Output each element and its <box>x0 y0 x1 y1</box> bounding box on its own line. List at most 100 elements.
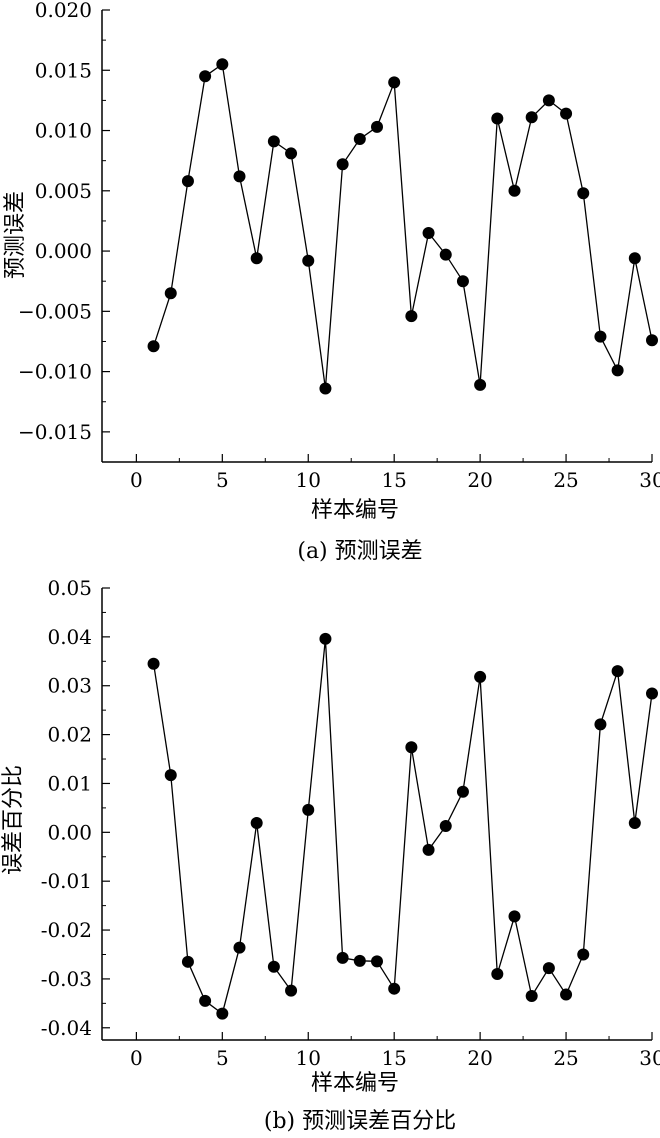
panel-a-data-point <box>164 287 177 300</box>
panel-b-y-tick-label: 0.03 <box>47 674 92 698</box>
panel-b-data-point <box>336 951 349 964</box>
panel-a-data-point <box>216 58 229 71</box>
panel-b-x-tick-label: 0 <box>130 1046 143 1070</box>
panel-b-data-point <box>594 718 607 731</box>
panel-a-x-tick-label: 0 <box>130 468 143 492</box>
panel-b-data-point <box>267 960 280 973</box>
panel-b-y-tick-label: 0.00 <box>47 820 92 844</box>
panel-a-data-point <box>474 378 487 391</box>
panel-b-data-point <box>164 769 177 782</box>
panel-a-data-point <box>491 112 504 125</box>
chart-panel-b: 误差百分比 样本编号 (b) 预测误差百分比 -0.04 -0.03 -0.02 -0… <box>1 576 660 1134</box>
panel-b-y-tick-label: -0.01 <box>41 869 92 893</box>
panel-b-data-point <box>181 955 194 968</box>
panel-a-y-tick-label: 0.000 <box>35 239 92 263</box>
panel-a-data-point <box>199 70 212 83</box>
panel-b-data-point <box>474 670 487 683</box>
panel-b-data-point <box>525 990 538 1003</box>
panel-a-data-point <box>542 94 555 107</box>
panel-a-x-tick-label: 15 <box>381 468 406 492</box>
panel-a-y-tick-label: −0.015 <box>18 420 92 444</box>
panel-a-data-point <box>439 248 452 261</box>
panel-a-data-point <box>405 310 418 323</box>
panel-b-x-tick-label: 5 <box>216 1046 229 1070</box>
panel-a-data-point <box>388 76 401 89</box>
panel-a-data-point <box>147 340 160 353</box>
panel-a-data-point <box>336 158 349 171</box>
panel-b-x-tick-label: 25 <box>553 1046 578 1070</box>
panel-b-data-point <box>611 665 624 678</box>
panel-a-x-tick-label: 20 <box>467 468 492 492</box>
panel-b-data-point <box>250 817 263 830</box>
panel-a-data-point <box>250 252 263 265</box>
panel-b-data-point <box>646 687 658 700</box>
panel-b-data-point <box>560 988 573 1001</box>
panel-b-y-axis-title: 误差百分比 <box>1 765 26 875</box>
chart-panel-a: 预测误差 样本编号 (a) 预测误差 −0.015 −0.010 −0.005 0.0… <box>3 0 660 564</box>
panel-a-y-axis-title: 预测误差 <box>3 191 28 279</box>
panel-a-data-point <box>577 187 590 200</box>
panel-b-data-point <box>319 632 332 645</box>
panel-a-y-tick-label: 0.015 <box>35 58 92 82</box>
panel-b-data-point <box>628 817 641 830</box>
panel-a-y-tick-label: 0.005 <box>35 179 92 203</box>
panel-a-data-point <box>422 226 435 239</box>
panel-a-x-tick-label: 30 <box>639 468 660 492</box>
panel-b-data-point <box>285 984 298 997</box>
panel-b-data-point <box>302 803 315 816</box>
panel-a-x-tick-label: 5 <box>216 468 229 492</box>
panel-a-data-point <box>456 275 469 288</box>
panel-b-y-tick-label: 0.01 <box>47 771 92 795</box>
panel-a-data-point <box>353 132 366 145</box>
panel-a-y-tick-label: −0.010 <box>18 360 92 384</box>
panel-a-y-tick-label: 0.010 <box>35 119 92 143</box>
panel-a-data-point <box>594 330 607 343</box>
panel-b-y-tick-label: -0.02 <box>41 918 92 942</box>
panel-b-y-tick-label: 0.05 <box>47 576 92 600</box>
panel-a-y-tick-label: 0.020 <box>35 0 92 22</box>
panel-a-x-tick-label: 25 <box>553 468 578 492</box>
panel-a-data-point <box>371 120 383 133</box>
panel-b-data-point <box>542 962 555 975</box>
panel-a-caption: (a) 预测误差 <box>297 539 422 564</box>
panel-a-data-point <box>611 364 624 377</box>
panel-b-data-point <box>199 994 212 1007</box>
panel-b-y-tick-label: 0.04 <box>47 625 92 649</box>
panel-b-x-tick-label: 10 <box>296 1046 321 1070</box>
panel-a-data-point <box>267 135 280 148</box>
panel-b-y-tick-label: -0.03 <box>41 967 92 991</box>
panel-a-data-point <box>319 382 332 395</box>
panel-b-data-point <box>233 941 246 954</box>
panel-a-data-point <box>508 184 521 197</box>
panel-b-x-tick-label: 15 <box>381 1046 406 1070</box>
panel-a-series-line <box>152 63 653 389</box>
panel-a-y-tick-label: −0.005 <box>18 299 92 323</box>
panel-a-data-point <box>560 107 573 120</box>
panel-b-data-point <box>422 843 435 856</box>
panel-b-data-point <box>456 785 469 798</box>
panel-a-data-point <box>181 175 194 188</box>
panel-b-y-tick-label: 0.02 <box>47 723 92 747</box>
panel-b-data-point <box>388 982 401 995</box>
panel-a-x-tick-label: 10 <box>296 468 321 492</box>
panel-b-data-point <box>439 819 452 832</box>
panel-a-data-point <box>525 111 538 124</box>
panel-a-data-point <box>285 147 298 160</box>
panel-a-data-point <box>628 252 641 265</box>
panel-b-data-point <box>216 1007 229 1020</box>
panel-b-series-line <box>152 638 653 1015</box>
panel-b-x-axis-title: 样本编号 <box>311 1071 399 1096</box>
panel-b-data-point <box>405 741 418 754</box>
panel-b-y-tick-label: -0.04 <box>41 1016 92 1040</box>
panel-b-data-point <box>577 948 590 961</box>
panel-b-x-tick-label: 20 <box>467 1046 492 1070</box>
panel-a-data-point <box>646 334 658 347</box>
panel-b-data-point <box>491 968 504 981</box>
panel-b-x-tick-label: 30 <box>639 1046 660 1070</box>
panel-b-data-point <box>353 954 366 967</box>
panel-a-data-point <box>302 254 315 267</box>
panel-b-data-point <box>371 955 383 968</box>
panel-a-x-axis-title: 样本编号 <box>311 498 399 523</box>
panel-a-data-point <box>233 170 246 183</box>
